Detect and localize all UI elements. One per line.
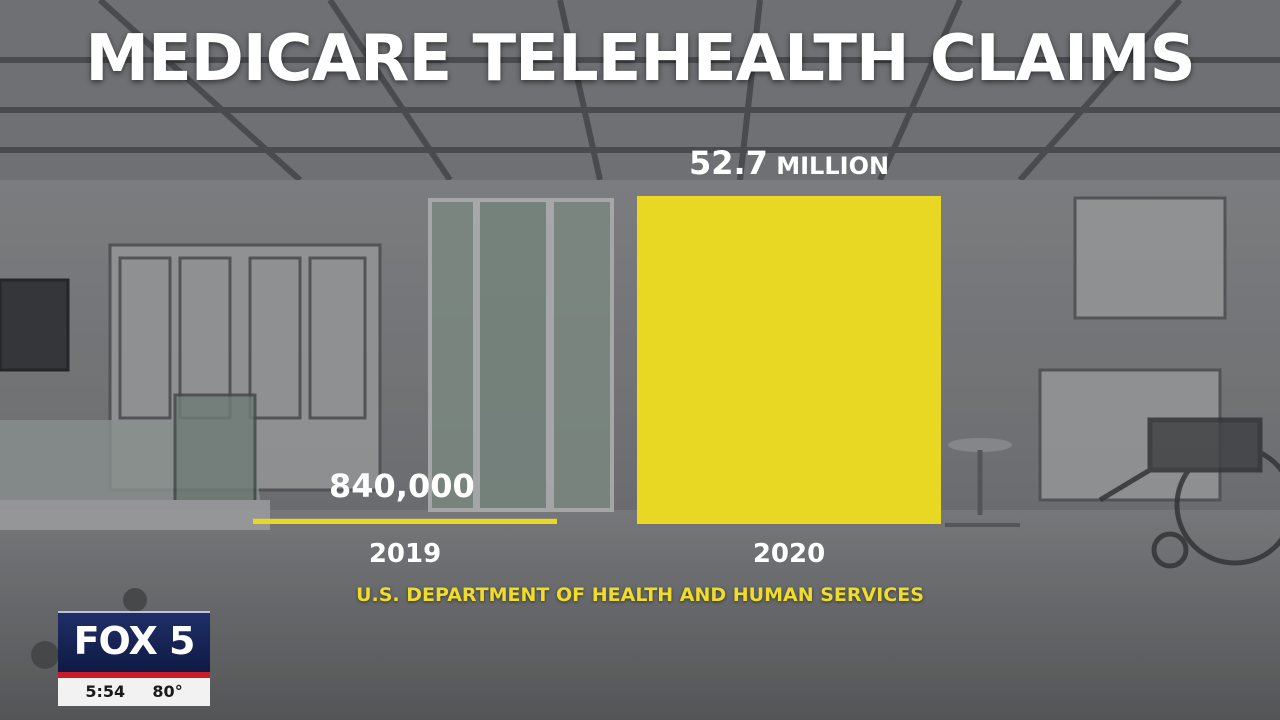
station-bug: FOX 5 5:54 80° [58, 611, 210, 706]
value-label-2019: 840,000 [329, 467, 475, 505]
x-tick-label-2020: 2020 [753, 539, 825, 569]
chart-title: MEDICARE TELEHEALTH CLAIMS [85, 22, 1195, 96]
temperature: 80° [152, 682, 183, 701]
value-unit-2020: MILLION [768, 152, 889, 180]
value-number-2019: 840,000 [329, 467, 475, 505]
station-info-bar: 5:54 80° [58, 678, 210, 706]
fox5-logo: FOX 5 [58, 611, 210, 672]
value-number-2020: 52.7 [689, 144, 768, 182]
clock-time: 5:54 [85, 682, 126, 701]
x-tick-label-2019: 2019 [369, 539, 441, 569]
value-label-2020: 52.7 MILLION [689, 144, 889, 182]
source-credit: U.S. DEPARTMENT OF HEALTH AND HUMAN SERV… [356, 584, 924, 606]
station-accent-strip [58, 672, 210, 678]
bar-2019 [253, 518, 557, 524]
bar-2020 [637, 196, 941, 524]
